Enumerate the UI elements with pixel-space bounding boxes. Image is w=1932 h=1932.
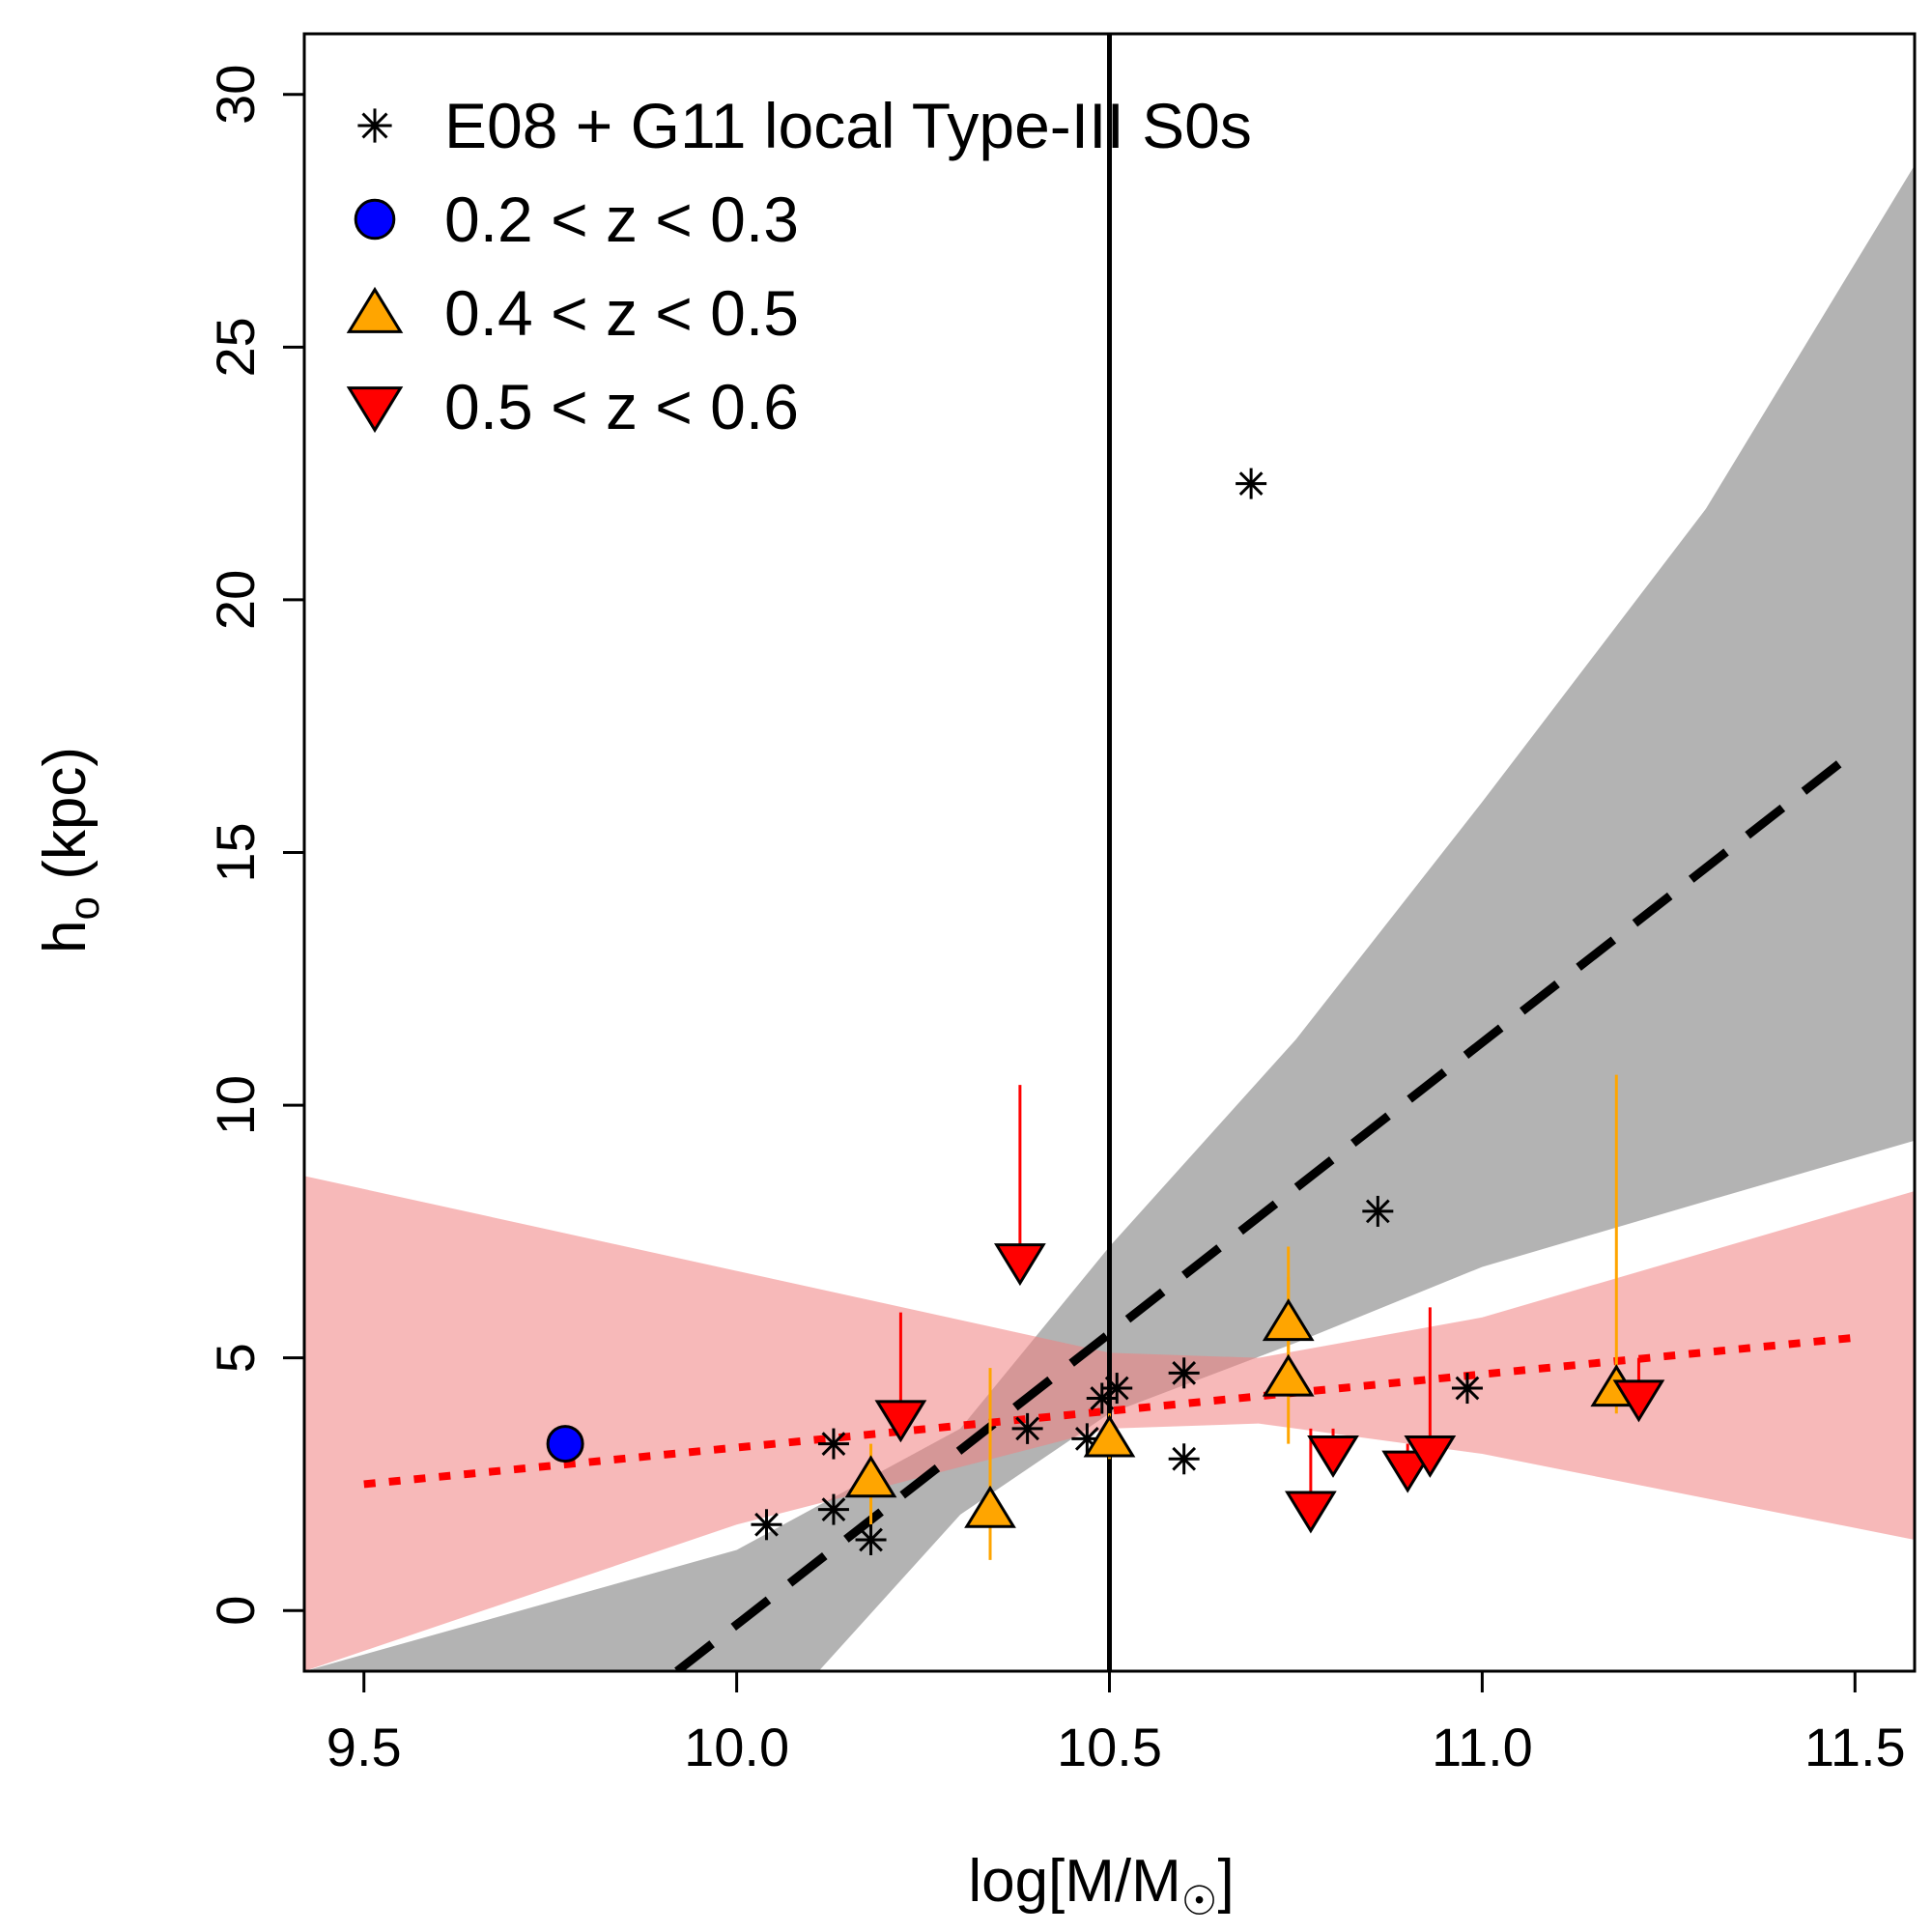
legend-entry: 0.4 < z < 0.5 (346, 277, 799, 349)
data-point (964, 1485, 1016, 1528)
legend-marker (346, 286, 404, 333)
data-point (994, 1243, 1046, 1287)
x-tick-label: 9.5 (327, 1717, 402, 1777)
upper-limit-arrow (1009, 1085, 1032, 1264)
data-point (1236, 468, 1267, 499)
y-axis-title: ho (kpc) (32, 747, 108, 953)
y-tick-label: 5 (205, 1343, 266, 1373)
y-tick-label: 15 (205, 822, 266, 882)
legend-label: 0.4 < z < 0.5 (444, 277, 799, 349)
x-tick-label: 10.5 (1057, 1717, 1162, 1777)
legend-entry: E08 + G11 local Type-III S0s (357, 90, 1252, 161)
data-point (855, 1523, 887, 1555)
fit-line-0 (674, 748, 1859, 1671)
data-point (1168, 1357, 1200, 1389)
legend-label: 0.5 < z < 0.6 (444, 371, 799, 442)
data-point (1262, 1298, 1315, 1342)
legend: E08 + G11 local Type-III S0s 0.2 < z < 0.… (346, 90, 1252, 442)
data-point (1612, 1379, 1665, 1423)
legend-entry: 0.2 < z < 0.3 (354, 184, 799, 255)
fit-lines (363, 748, 1859, 1671)
legend-label: E08 + G11 local Type-III S0s (444, 90, 1252, 161)
y-tick-label: 30 (205, 65, 266, 125)
y-tick-label: 10 (205, 1075, 266, 1135)
data-point (1011, 1412, 1043, 1444)
legend-label: 0.2 < z < 0.3 (444, 184, 799, 255)
data-point (1083, 1414, 1136, 1458)
x-tick-label: 10.0 (684, 1717, 789, 1777)
legend-marker (346, 386, 404, 434)
data-point (1168, 1443, 1200, 1475)
legend-marker (357, 108, 392, 143)
y-axis: 0 5 10 15 20 25 30 (205, 65, 304, 1626)
legend-entry: 0.5 < z < 0.6 (346, 371, 799, 442)
x-tick-label: 11.5 (1804, 1717, 1906, 1777)
ylabel-subscript: o (61, 896, 108, 920)
data-point (1404, 1435, 1457, 1478)
data-point (751, 1509, 782, 1541)
data-point (817, 1428, 849, 1460)
data-point (1307, 1435, 1359, 1478)
x-axis-title: log[M/M☉] (968, 1848, 1234, 1923)
data-point (1381, 1450, 1435, 1493)
data-point (874, 1400, 927, 1443)
sun-symbol: ☉ (1181, 1878, 1218, 1923)
x-axis: 9.5 10.0 10.5 11.0 11.5 (327, 1671, 1906, 1777)
legend-marker (354, 198, 396, 241)
data-point (1362, 1195, 1394, 1227)
data-point (1101, 1373, 1133, 1405)
data-point (1285, 1491, 1337, 1534)
y-tick-label: 0 (205, 1596, 266, 1626)
data-point (1262, 1353, 1315, 1397)
data-points (546, 468, 1665, 1555)
y-tick-label: 25 (205, 317, 266, 377)
data-point (844, 1455, 897, 1498)
data-point (1451, 1373, 1483, 1405)
data-point (817, 1493, 849, 1525)
x-tick-label: 11.0 (1432, 1717, 1533, 1777)
y-tick-label: 20 (205, 570, 266, 630)
data-point (546, 1425, 584, 1463)
